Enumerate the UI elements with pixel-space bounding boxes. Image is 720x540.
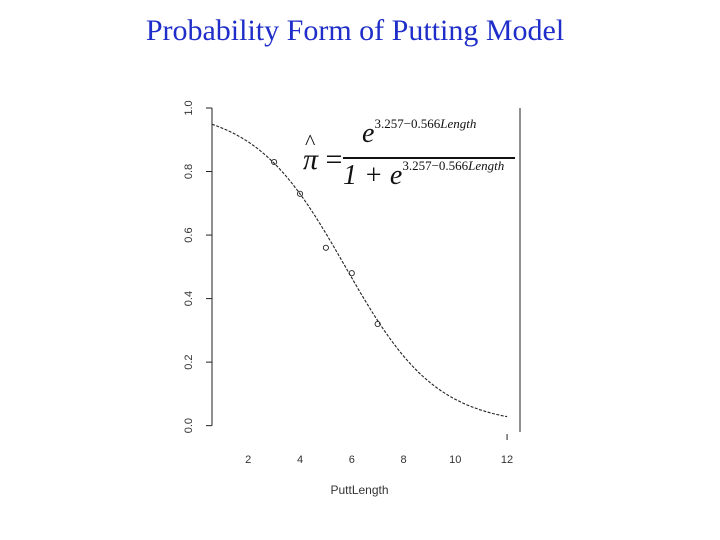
- equation-denominator: 1 + e3.257−0.566Length: [343, 158, 504, 192]
- data-point: [348, 270, 355, 277]
- equation-fraction-bar: [343, 157, 515, 159]
- equation-lhs: ^ π =: [303, 129, 343, 177]
- x-tick-label: 6: [349, 454, 355, 466]
- y-tick-label: 0.6: [183, 227, 195, 242]
- slide-title: Probability Form of Putting Model: [145, 14, 565, 47]
- equation-hat: ^: [305, 129, 316, 154]
- equation-den-exponent: 3.257−0.566Length: [402, 158, 504, 173]
- y-tick-label: 0.4: [183, 291, 195, 306]
- x-tick-label: 2: [245, 454, 251, 466]
- fitted-curve-layer: [211, 123, 508, 418]
- data-points-layer: [271, 158, 381, 328]
- x-tick-label: 8: [400, 454, 406, 466]
- equation-pi: π: [303, 143, 319, 176]
- data-point: [322, 244, 329, 251]
- equation-den-exp-numeric: 3.257−0.566: [402, 158, 469, 173]
- data-point: [271, 158, 278, 166]
- x-axis-title: PuttLength: [330, 483, 388, 497]
- y-tick-label: 1.0: [183, 100, 195, 115]
- equation-num-exp-numeric: 3.257−0.566: [374, 116, 441, 131]
- equation-numerator: e3.257−0.566Length: [362, 116, 476, 150]
- equation-num-exponent: 3.257−0.566Length: [374, 116, 476, 131]
- chart-axes: [206, 107, 521, 440]
- data-point: [374, 320, 381, 328]
- equation-den-exp-variable: Length: [468, 158, 505, 173]
- fitted-curve: [211, 123, 508, 418]
- x-tick-label: 4: [297, 454, 303, 466]
- y-tick-label: 0.2: [183, 354, 195, 369]
- tick-labels-layer: 0.0 0.2 0.4 0.6 0.8 1.0 2 4 6 8 10 12 PuttLength: [183, 100, 513, 497]
- equation-num-base: e: [362, 118, 375, 149]
- equation-equals: =: [325, 143, 343, 176]
- y-tick-label: 0.0: [183, 418, 195, 433]
- x-tick-label: 10: [449, 454, 461, 466]
- equation-num-exp-variable: Length: [440, 116, 477, 131]
- data-point: [296, 190, 304, 197]
- x-tick-label: 12: [501, 454, 513, 466]
- equation-den-prefix: 1 + e: [343, 160, 403, 191]
- y-tick-label: 0.8: [183, 164, 195, 179]
